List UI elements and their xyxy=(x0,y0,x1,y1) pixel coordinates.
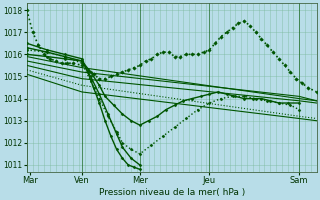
X-axis label: Pression niveau de la mer( hPa ): Pression niveau de la mer( hPa ) xyxy=(99,188,245,197)
